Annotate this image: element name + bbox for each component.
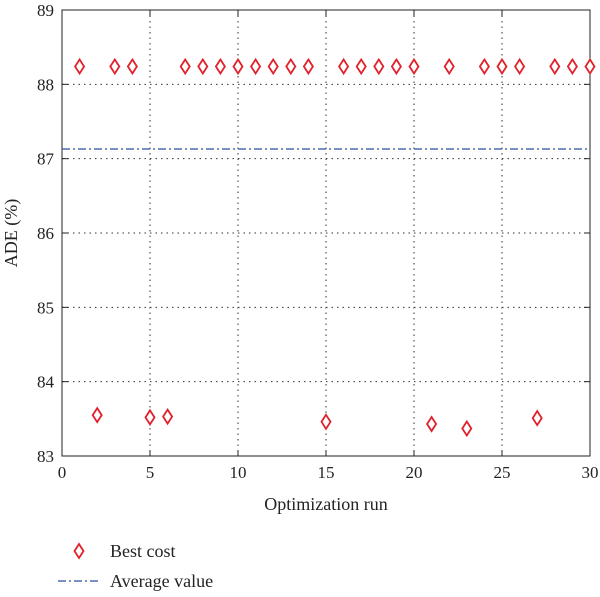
best-cost-point	[214, 57, 226, 76]
best-cost-point	[197, 57, 209, 76]
best-cost-point	[267, 57, 279, 76]
best-cost-point	[162, 407, 174, 426]
grid-lines	[62, 10, 590, 456]
x-tick-label: 20	[406, 463, 423, 482]
legend-item-average-value: Average value	[58, 571, 213, 591]
y-tick-label: 87	[37, 150, 55, 169]
y-tick-label: 84	[37, 373, 55, 392]
best-cost-point	[144, 408, 156, 427]
legend-diamond-marker	[73, 542, 85, 560]
legend-label-best-cost: Best cost	[110, 541, 176, 561]
best-cost-point	[126, 57, 138, 76]
x-tick-label: 10	[230, 463, 247, 482]
y-tick-label: 89	[37, 1, 54, 20]
best-cost-point	[408, 57, 420, 76]
best-cost-point	[584, 57, 596, 76]
best-cost-point	[478, 57, 490, 76]
best-cost-point	[320, 413, 332, 431]
y-tick-label: 83	[37, 447, 54, 466]
best-cost-point	[514, 57, 526, 76]
best-cost-point	[443, 57, 455, 76]
best-cost-point	[179, 57, 191, 76]
y-tick-label: 88	[37, 75, 54, 94]
best-cost-point	[74, 57, 86, 76]
best-cost-point	[496, 57, 508, 76]
best-cost-point	[285, 57, 297, 76]
axis-ticks: 0 5 10 15 20 25 30 83 84 85 86 87 88 89	[37, 1, 599, 482]
best-cost-point	[232, 57, 244, 76]
best-cost-point	[373, 57, 385, 76]
y-tick-label: 85	[37, 298, 54, 317]
best-cost-point	[549, 57, 561, 76]
best-cost-point	[426, 415, 438, 433]
x-tick-label: 15	[318, 463, 335, 482]
legend: Best cost Average value	[58, 541, 213, 591]
y-tick-label: 86	[37, 224, 54, 243]
x-tick-label: 0	[58, 463, 67, 482]
x-tick-label: 30	[582, 463, 599, 482]
data-series	[62, 57, 596, 438]
best-cost-point	[109, 57, 121, 76]
legend-label-average-value: Average value	[110, 571, 213, 591]
best-cost-point	[390, 57, 402, 76]
best-cost-point	[531, 409, 543, 427]
best-cost-point	[566, 57, 578, 76]
best-cost-point	[461, 419, 473, 438]
legend-item-best-cost: Best cost	[73, 541, 176, 561]
best-cost-point	[355, 57, 367, 76]
best-cost-point	[91, 406, 103, 424]
best-cost-point	[302, 57, 314, 76]
x-tick-label: 25	[494, 463, 511, 482]
y-axis-label: ADE (%)	[1, 199, 22, 267]
x-axis-label: Optimization run	[264, 494, 387, 514]
best-cost-point	[338, 57, 350, 76]
x-tick-label: 5	[146, 463, 155, 482]
best-cost-point	[250, 57, 262, 76]
